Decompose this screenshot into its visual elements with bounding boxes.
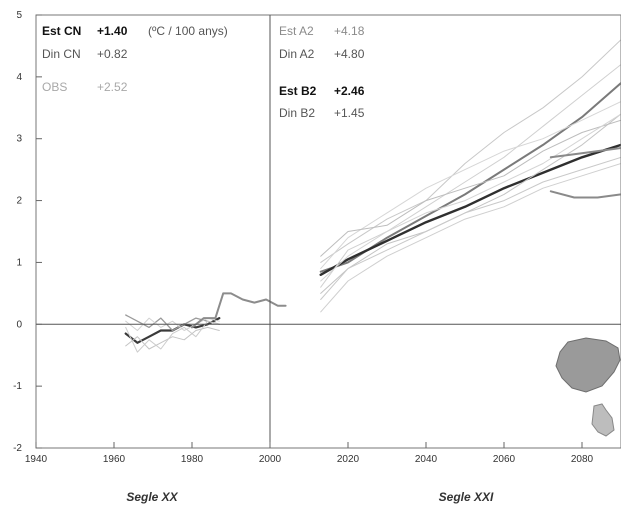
series-line	[125, 326, 220, 350]
annotation-label: Est CN	[42, 24, 81, 38]
axes-layer	[35, 14, 621, 449]
annotation-unit: (ºC / 100 anys)	[148, 24, 228, 38]
y-tick-label: -1	[13, 381, 22, 392]
series-line	[549, 147, 621, 159]
annotation-value: +1.45	[334, 106, 365, 120]
annotations: Est CN +1.40 (ºC / 100 anys) Din CN +0.8…	[42, 24, 365, 120]
series-line	[320, 156, 621, 300]
annotation-value: +4.18	[334, 24, 365, 38]
series-line	[549, 190, 621, 199]
annotation-label: Din B2	[279, 106, 315, 120]
x-tick-label: 2040	[415, 454, 438, 465]
series-line	[320, 163, 621, 313]
series-line	[319, 143, 621, 276]
annotation-value: +0.82	[97, 47, 128, 61]
y-tick-label: 3	[16, 134, 22, 145]
ticks-layer: 1940 1960 1980 2000 2020 2040 2060 2080 -2 -1 0 1 2 3…	[13, 10, 593, 465]
annotation-label: Est A2	[279, 24, 314, 38]
y-tick-label: 2	[16, 196, 22, 207]
annotation-value: +4.80	[334, 47, 365, 61]
series-layer	[124, 39, 621, 353]
series-line	[125, 320, 220, 353]
annotation-label: Din A2	[279, 47, 315, 61]
x-tick-label: 2060	[493, 454, 516, 465]
series-line	[320, 119, 621, 257]
map-inset	[555, 337, 621, 437]
series-line	[320, 113, 621, 282]
x-tick-label: 2020	[337, 454, 360, 465]
plot-frame	[35, 14, 621, 449]
annotation-label: Din CN	[42, 47, 81, 61]
y-tick-label: -2	[13, 443, 22, 454]
x-axis-label-right: Segle XXI	[439, 490, 494, 504]
x-tick-label: 2000	[259, 454, 282, 465]
annotation-label: OBS	[42, 80, 67, 94]
series-line	[320, 101, 621, 270]
x-tick-label: 1940	[25, 454, 48, 465]
series-line	[125, 317, 220, 331]
x-axis-label-left: Segle XX	[126, 490, 178, 504]
y-tick-label: 0	[16, 319, 22, 330]
series-line	[191, 292, 287, 329]
y-tick-label: 5	[16, 10, 22, 21]
annotation-label: Est B2	[279, 84, 317, 98]
annotation-value: +2.46	[334, 84, 365, 98]
annotation-value: +2.52	[97, 80, 128, 94]
map-shape-islands	[591, 403, 615, 437]
y-tick-label: 1	[16, 257, 22, 268]
series-line	[320, 39, 621, 263]
x-tick-label: 1960	[103, 454, 126, 465]
series-line	[320, 64, 621, 288]
map-shape	[555, 337, 621, 393]
reference-lines	[36, 15, 621, 448]
x-tick-label: 2080	[571, 454, 594, 465]
annotation-value: +1.40	[97, 24, 128, 38]
x-tick-label: 1980	[181, 454, 204, 465]
y-tick-label: 4	[16, 72, 22, 83]
